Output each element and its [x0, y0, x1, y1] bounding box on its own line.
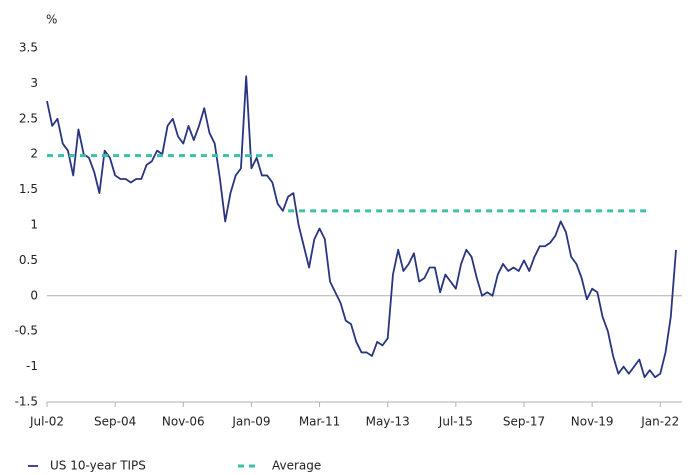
y-tick-label: 3.5	[19, 41, 38, 55]
y-tick-label: 2.5	[19, 111, 38, 125]
x-tick-label: Nov-06	[162, 415, 205, 429]
x-tick-label: Sep-17	[503, 415, 545, 429]
y-tick-label: 1	[30, 218, 38, 232]
y-axis-unit: %	[46, 13, 57, 27]
average-line	[47, 154, 650, 213]
legend-label: US 10-year TIPS	[50, 459, 146, 473]
x-tick-label: Jan-09	[231, 415, 270, 429]
y-tick-label: 0	[30, 288, 38, 302]
x-tick-label: Sep-04	[94, 415, 136, 429]
y-tick-label: -1.5	[15, 395, 38, 409]
series-line	[46, 75, 677, 379]
y-tick-label: 2	[30, 147, 38, 161]
legend-label: Average	[272, 459, 321, 473]
y-tick-label: 1.5	[19, 182, 38, 196]
x-tick-label: May-13	[366, 415, 410, 429]
y-tick-label: -0.5	[15, 324, 38, 338]
x-tick-label: Jul-02	[29, 415, 64, 429]
x-tick-label: Nov-19	[571, 415, 614, 429]
x-tick-label: Jul-15	[438, 415, 473, 429]
y-tick-label: 3	[30, 76, 38, 90]
y-tick-label: 0.5	[19, 253, 38, 267]
y-tick-label: -1	[26, 359, 38, 373]
x-tick-label: Mar-11	[299, 415, 340, 429]
x-tick-label: Jan-22	[640, 415, 679, 429]
